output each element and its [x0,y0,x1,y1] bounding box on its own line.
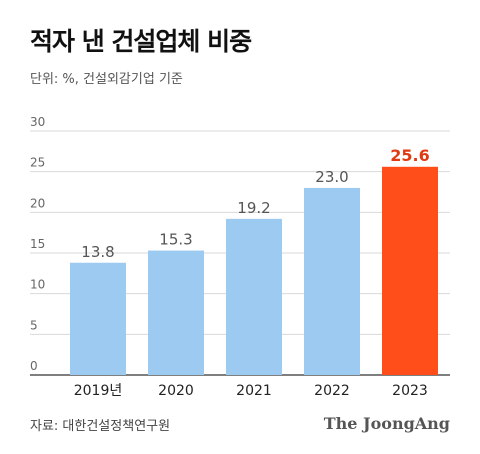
chart-subtitle: 단위: %, 건설외감기업 기준 [30,72,183,87]
bar [304,187,360,375]
data-label: 15.3 [159,231,192,249]
y-tick-label: 10 [30,278,45,292]
y-tick-label: 30 [30,115,45,129]
y-tick-label: 25 [30,156,45,170]
data-label: 19.2 [237,199,270,217]
y-tick-label: 15 [30,237,45,251]
bar [148,250,204,375]
x-tick-label: 2021 [236,383,272,399]
publisher-logo: The JoongAng [323,414,450,433]
x-tick-label: 2019년 [74,383,123,399]
data-label: 23.0 [315,168,348,186]
y-tick-label: 0 [30,359,38,373]
bar [226,218,282,375]
data-label: 13.8 [81,243,114,261]
bar [70,262,126,375]
y-tick-label: 20 [30,196,45,210]
x-tick-label: 2020 [158,383,194,399]
chart-title: 적자 낸 건설업체 비중 [30,27,252,56]
bar [382,166,438,375]
x-tick-label: 2023 [392,383,428,399]
source-note: 자료: 대한건설정책연구원 [30,419,171,434]
data-label: 25.6 [390,146,429,165]
y-tick-label: 5 [30,318,38,332]
x-tick-label: 2022 [314,383,350,399]
